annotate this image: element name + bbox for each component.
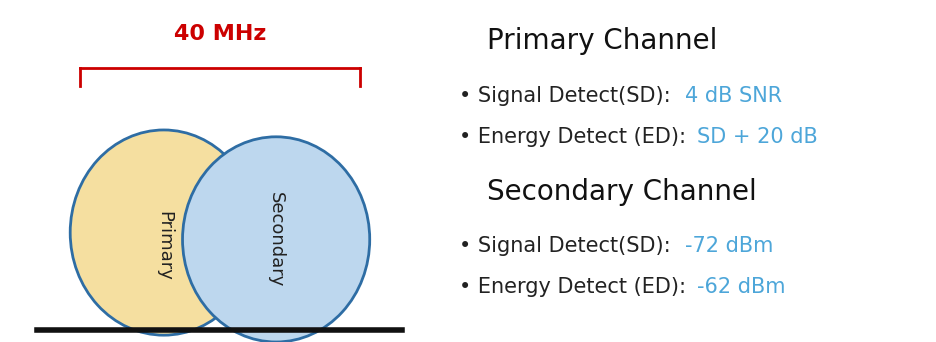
Text: Secondary: Secondary — [267, 192, 285, 287]
Text: • Signal Detect(SD):: • Signal Detect(SD): — [459, 236, 677, 256]
Text: • Energy Detect (ED):: • Energy Detect (ED): — [459, 277, 693, 297]
Text: 4 dB SNR: 4 dB SNR — [685, 86, 782, 106]
Text: • Signal Detect(SD):: • Signal Detect(SD): — [459, 86, 677, 106]
Text: Primary Channel: Primary Channel — [487, 27, 717, 55]
Text: -62 dBm: -62 dBm — [697, 277, 786, 297]
Text: • Energy Detect (ED):: • Energy Detect (ED): — [459, 127, 693, 147]
Text: Secondary Channel: Secondary Channel — [487, 177, 756, 206]
Text: Primary: Primary — [154, 211, 173, 281]
Ellipse shape — [70, 130, 257, 335]
Text: 40 MHz: 40 MHz — [174, 25, 266, 44]
Text: SD + 20 dB: SD + 20 dB — [697, 127, 818, 147]
Text: -72 dBm: -72 dBm — [685, 236, 773, 256]
Ellipse shape — [183, 137, 370, 342]
